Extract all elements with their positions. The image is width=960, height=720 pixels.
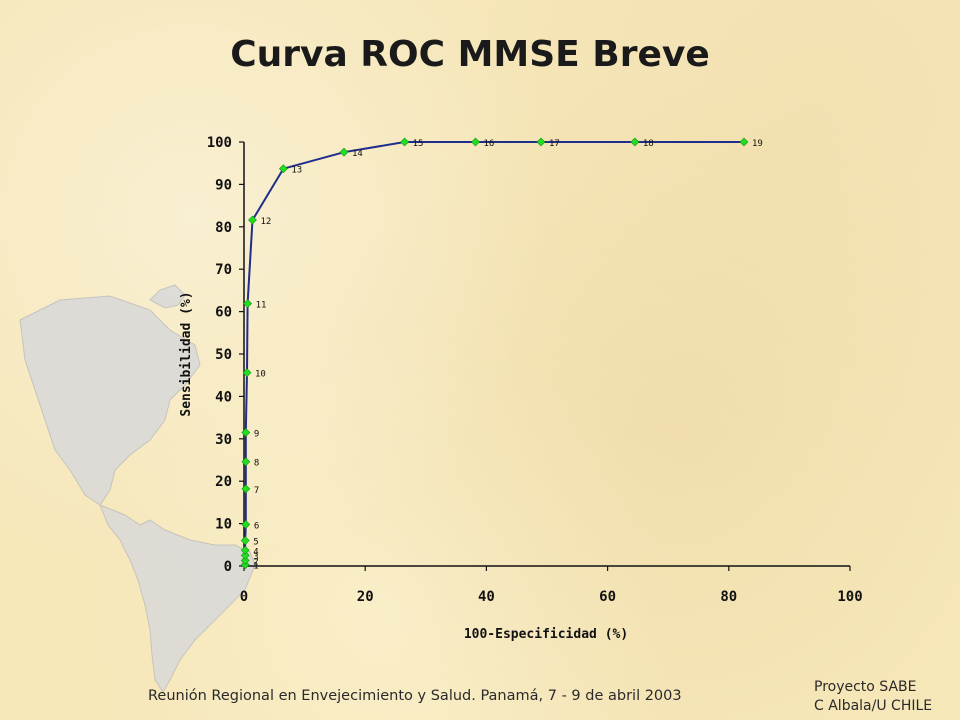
roc-point-marker bbox=[240, 536, 250, 545]
roc-point-label: 13 bbox=[291, 166, 302, 176]
roc-point-marker bbox=[240, 545, 250, 555]
roc-point-label: 3 bbox=[253, 552, 258, 562]
y-tick-label: 40 bbox=[215, 389, 232, 405]
roc-point-label: 12 bbox=[260, 217, 271, 227]
roc-point-label: 10 bbox=[255, 370, 266, 380]
y-tick-label: 50 bbox=[215, 347, 232, 363]
roc-point-marker bbox=[471, 137, 480, 147]
roc-point-marker bbox=[400, 137, 410, 147]
credit-block: Proyecto SABE C Albala/U CHILE bbox=[814, 678, 932, 716]
roc-point-marker bbox=[240, 556, 250, 565]
roc-point-marker bbox=[278, 164, 288, 174]
roc-point-marker bbox=[241, 457, 251, 467]
y-tick-label: 80 bbox=[215, 220, 232, 236]
y-tick-label: 100 bbox=[207, 135, 232, 151]
roc-point-label: 9 bbox=[254, 429, 259, 439]
x-axis-label: 100-Especificidad (%) bbox=[464, 627, 628, 642]
roc-point-marker bbox=[339, 147, 349, 157]
roc-point-label: 17 bbox=[549, 139, 560, 149]
roc-point-label: 16 bbox=[483, 139, 494, 149]
roc-point-marker bbox=[241, 428, 251, 437]
slide-title: Curva ROC MMSE Breve bbox=[230, 34, 710, 75]
roc-curve-line bbox=[244, 141, 744, 565]
chart-axes: 0 10 20 30 40 50 60 70 80 90 100 0 20 40 60 80 100 bbox=[207, 135, 863, 605]
americas-map-watermark bbox=[19, 284, 256, 693]
roc-point-marker bbox=[536, 137, 546, 147]
y-tick-label: 0 bbox=[224, 559, 232, 575]
roc-point-label: 1 bbox=[253, 562, 258, 572]
roc-point-label: 18 bbox=[643, 139, 654, 149]
roc-point-label: 2 bbox=[253, 557, 258, 567]
roc-point-label: 6 bbox=[254, 521, 259, 531]
roc-point-label: 14 bbox=[352, 149, 363, 159]
y-tick-label: 10 bbox=[215, 517, 232, 533]
y-tick-label: 90 bbox=[215, 177, 232, 193]
footer-text: Reunión Regional en Envejecimiento y Sal… bbox=[148, 688, 682, 704]
roc-point-label: 11 bbox=[256, 301, 267, 311]
y-tick-label: 30 bbox=[215, 432, 232, 448]
x-tick-label: 40 bbox=[478, 589, 495, 605]
roc-point-label: 7 bbox=[254, 486, 259, 496]
roc-point-label: 4 bbox=[253, 547, 258, 557]
roc-point-label: 15 bbox=[413, 139, 424, 149]
y-tick-label: 60 bbox=[215, 305, 232, 321]
roc-point-marker bbox=[243, 299, 253, 308]
x-tick-label: 80 bbox=[720, 589, 737, 605]
roc-point-marker bbox=[241, 484, 251, 494]
y-tick-label: 20 bbox=[215, 474, 232, 490]
x-tick-label: 20 bbox=[357, 589, 374, 605]
roc-point-label: 8 bbox=[254, 459, 259, 469]
roc-point-marker bbox=[630, 137, 640, 147]
x-tick-label: 0 bbox=[240, 589, 248, 605]
roc-point-marker bbox=[240, 550, 250, 560]
roc-point-label: 19 bbox=[752, 139, 763, 149]
roc-point-marker bbox=[242, 368, 252, 378]
roc-point-marker bbox=[739, 137, 749, 147]
y-axis-label: Sensibilidad (%) bbox=[179, 291, 194, 416]
credit-project: Proyecto SABE bbox=[814, 679, 917, 695]
roc-point-marker bbox=[241, 520, 251, 529]
credit-author: C Albala/U CHILE bbox=[814, 698, 933, 714]
roc-point-label: 5 bbox=[253, 538, 258, 548]
x-tick-label: 100 bbox=[837, 589, 862, 605]
y-tick-label: 70 bbox=[215, 262, 232, 278]
roc-point-marker bbox=[248, 215, 257, 225]
x-tick-label: 60 bbox=[599, 589, 616, 605]
